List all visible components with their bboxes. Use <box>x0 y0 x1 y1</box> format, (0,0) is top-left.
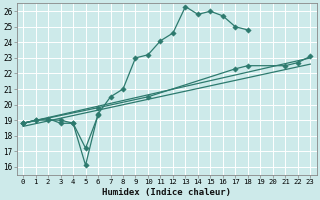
X-axis label: Humidex (Indice chaleur): Humidex (Indice chaleur) <box>102 188 231 197</box>
